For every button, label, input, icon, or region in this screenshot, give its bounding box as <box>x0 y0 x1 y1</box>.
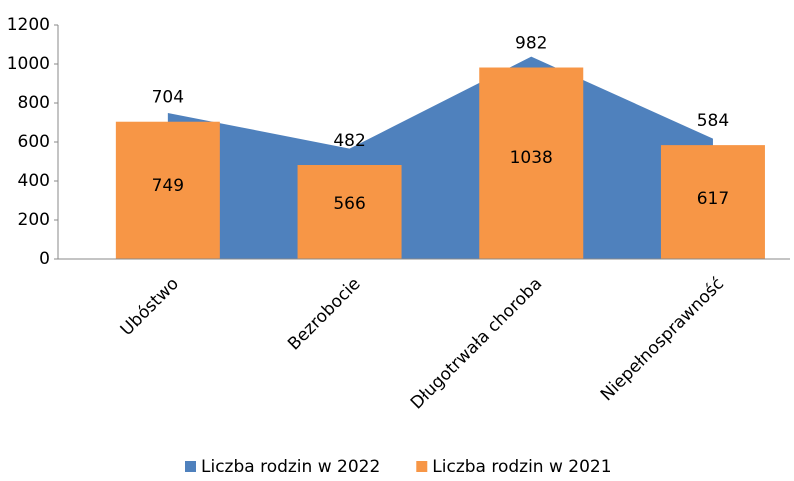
area <box>167 56 713 260</box>
legend-swatch <box>416 461 428 472</box>
legend-swatch <box>185 461 196 472</box>
x-tick-label: Niepełnosprawność <box>597 274 728 405</box>
data-label: 1038 <box>510 148 553 168</box>
data-label: 584 <box>697 111 729 131</box>
data-label: 617 <box>697 189 729 209</box>
data-label: 704 <box>152 88 184 108</box>
y-tick-label: 400 <box>18 171 50 191</box>
bar <box>479 67 584 259</box>
y-tick-label: 1200 <box>7 15 50 35</box>
x-tick-label: Ubóstwo <box>117 274 183 340</box>
bar <box>660 145 765 259</box>
legend-label: Liczba rodzin w 2022 <box>201 457 380 477</box>
x-tick-label: Długotrwała choroba <box>407 274 546 413</box>
y-tick-label: 200 <box>18 210 50 230</box>
data-label: 566 <box>333 194 365 214</box>
legend-label: Liczba rodzin w 2021 <box>432 457 611 477</box>
y-tick-label: 1000 <box>7 54 50 74</box>
y-tick-label: 600 <box>18 132 50 152</box>
y-tick-label: 800 <box>18 93 50 113</box>
data-label: 982 <box>515 34 547 54</box>
x-tick-label: Bezrobocie <box>284 274 364 354</box>
data-label: 482 <box>333 131 365 151</box>
data-label: 749 <box>152 176 184 196</box>
y-tick-label: 0 <box>39 249 50 269</box>
bar <box>297 165 402 259</box>
bar <box>115 121 220 259</box>
